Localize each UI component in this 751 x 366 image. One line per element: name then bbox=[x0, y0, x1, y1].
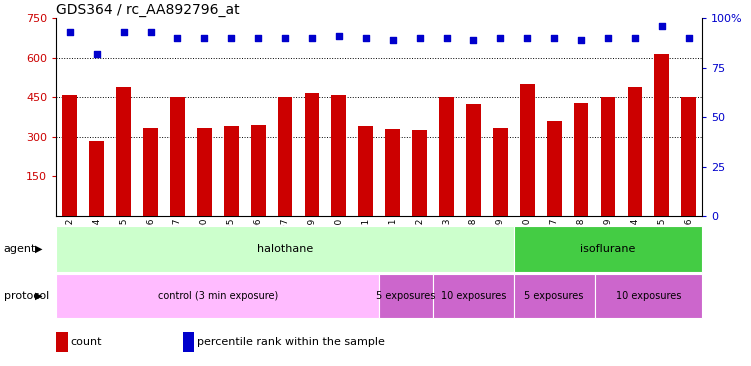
Text: protocol: protocol bbox=[4, 291, 49, 300]
Point bbox=[91, 51, 103, 57]
Bar bbox=[547, 121, 562, 216]
Point bbox=[333, 33, 345, 39]
Bar bbox=[433, 274, 514, 317]
Bar bbox=[224, 126, 239, 216]
Text: 5 exposures: 5 exposures bbox=[376, 291, 436, 300]
Bar bbox=[681, 97, 696, 216]
Text: agent: agent bbox=[4, 244, 36, 254]
Point bbox=[198, 35, 210, 41]
Bar bbox=[56, 274, 379, 317]
Bar bbox=[143, 128, 158, 216]
Bar bbox=[183, 332, 195, 352]
Text: count: count bbox=[71, 337, 102, 347]
Bar bbox=[514, 274, 595, 317]
Bar bbox=[493, 128, 508, 216]
Text: halothane: halothane bbox=[257, 244, 313, 254]
Point bbox=[118, 29, 130, 35]
Bar bbox=[358, 126, 373, 216]
Bar bbox=[305, 93, 319, 216]
Text: control (3 min exposure): control (3 min exposure) bbox=[158, 291, 278, 300]
Point bbox=[467, 37, 479, 43]
Point bbox=[548, 35, 560, 41]
Bar bbox=[654, 54, 669, 216]
Point bbox=[225, 35, 237, 41]
Bar bbox=[331, 95, 346, 216]
Point bbox=[494, 35, 506, 41]
Point bbox=[387, 37, 399, 43]
Point bbox=[575, 37, 587, 43]
Point bbox=[521, 35, 533, 41]
Bar bbox=[520, 84, 535, 216]
Point bbox=[602, 35, 614, 41]
Bar bbox=[385, 129, 400, 216]
Bar bbox=[439, 97, 454, 216]
Point bbox=[252, 35, 264, 41]
Bar bbox=[170, 97, 185, 216]
Point bbox=[279, 35, 291, 41]
Point bbox=[171, 35, 183, 41]
Bar bbox=[595, 274, 702, 317]
Bar bbox=[56, 332, 68, 352]
Text: 10 exposures: 10 exposures bbox=[441, 291, 506, 300]
Point bbox=[360, 35, 372, 41]
Point bbox=[441, 35, 453, 41]
Point bbox=[656, 23, 668, 29]
Point bbox=[144, 29, 156, 35]
Text: ▶: ▶ bbox=[35, 244, 43, 254]
Text: GDS364 / rc_AA892796_at: GDS364 / rc_AA892796_at bbox=[56, 3, 240, 17]
Point bbox=[629, 35, 641, 41]
Point bbox=[64, 29, 76, 35]
Point bbox=[414, 35, 426, 41]
Bar bbox=[628, 87, 642, 216]
Bar bbox=[466, 104, 481, 216]
Bar bbox=[62, 95, 77, 216]
Point bbox=[306, 35, 318, 41]
Bar bbox=[251, 125, 266, 216]
Bar bbox=[379, 274, 433, 317]
Bar bbox=[116, 87, 131, 216]
Bar bbox=[278, 97, 292, 216]
Text: 10 exposures: 10 exposures bbox=[616, 291, 681, 300]
Text: ▶: ▶ bbox=[35, 291, 43, 300]
Point bbox=[683, 35, 695, 41]
Bar bbox=[574, 102, 589, 216]
Text: percentile rank within the sample: percentile rank within the sample bbox=[198, 337, 385, 347]
Text: 5 exposures: 5 exposures bbox=[524, 291, 584, 300]
Bar bbox=[601, 97, 615, 216]
Bar bbox=[412, 130, 427, 216]
Text: isoflurane: isoflurane bbox=[581, 244, 635, 254]
Bar bbox=[197, 128, 212, 216]
Bar bbox=[89, 141, 104, 216]
Bar bbox=[56, 226, 514, 272]
Bar bbox=[514, 226, 702, 272]
